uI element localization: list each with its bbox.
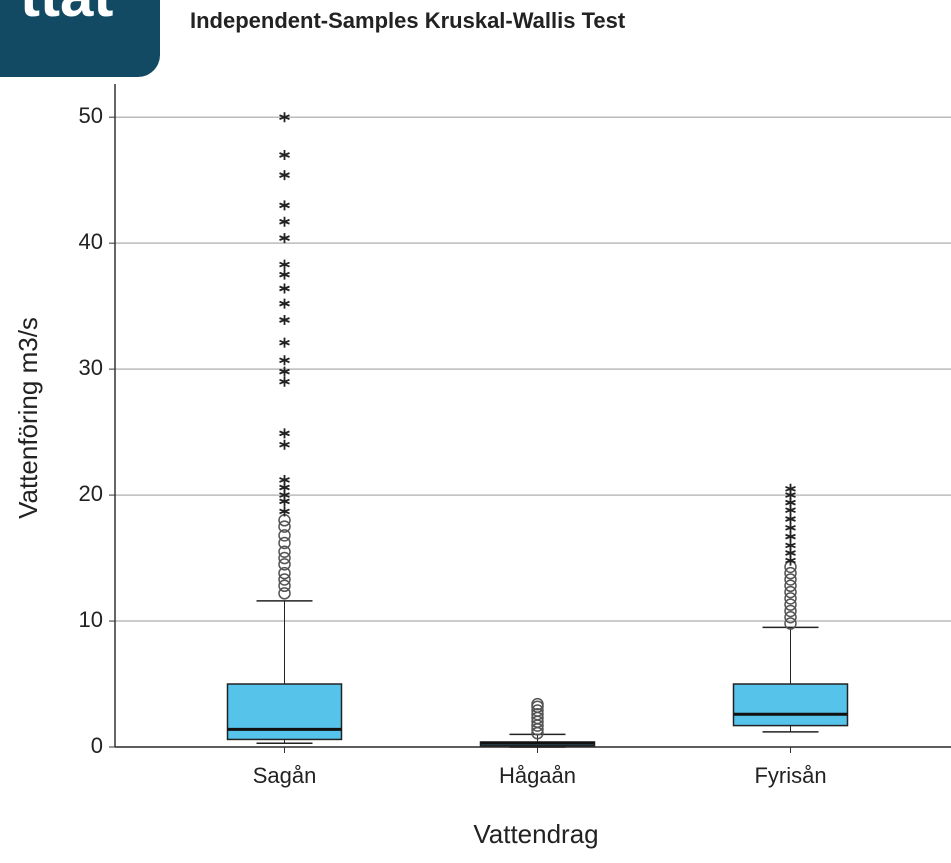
outlier-circle [278, 520, 291, 533]
outlier-star [785, 540, 796, 551]
outlier-star [279, 337, 290, 348]
outlier-star [279, 269, 290, 280]
outlier-star [785, 522, 796, 533]
outlier-star [279, 314, 290, 325]
outlier-star [279, 200, 290, 211]
box [226, 683, 343, 741]
outlier-circle [784, 585, 797, 599]
box [732, 683, 849, 727]
outlier-star [279, 355, 290, 366]
outlier-circle [278, 573, 291, 586]
outlier-circle [784, 566, 797, 580]
x-axis-label: Vattendrag [473, 819, 598, 849]
y-tick-label: 50 [79, 103, 103, 128]
outlier-star [785, 531, 796, 542]
y-tick-label: 0 [91, 733, 103, 758]
chart-title: Independent-Samples Kruskal-Wallis Test [190, 8, 626, 33]
outlier-circle [278, 536, 291, 550]
outlier-star [279, 439, 290, 450]
outlier-star [279, 474, 290, 485]
outlier-circle [278, 579, 291, 593]
outlier-circle [531, 697, 544, 711]
outlier-star [279, 428, 290, 439]
outlier-star [279, 149, 290, 160]
outlier-circle [784, 604, 797, 618]
badge-bg [0, 0, 160, 77]
outlier-circle [784, 592, 797, 605]
outlier-circle [784, 598, 797, 611]
outlier-circle [784, 579, 797, 593]
outlier-circle [278, 529, 291, 542]
outlier-circle [784, 617, 797, 630]
outlier-circle [531, 708, 544, 721]
outlier-circle [278, 551, 291, 565]
outlier-star [785, 483, 796, 494]
x-tick-label: Hågaån [499, 763, 576, 788]
outlier-circle [784, 573, 797, 586]
outlier-star [279, 170, 290, 181]
outlier-circle [784, 611, 797, 624]
outlier-circle [278, 587, 291, 600]
y-axis-label: Vattenföring m3/s [13, 317, 43, 519]
y-tick-label: 40 [79, 229, 103, 254]
x-tick-label: Sagån [253, 763, 317, 788]
x-tick-label: Fyrisån [754, 763, 826, 788]
outlier-star [279, 233, 290, 244]
outlier-star [279, 298, 290, 309]
badge-text: ttat [20, 0, 113, 29]
outlier-circle [278, 566, 291, 580]
outlier-star [279, 283, 290, 294]
outlier-star [785, 514, 796, 525]
outlier-circle [531, 704, 544, 717]
outlier-star [279, 216, 290, 227]
y-tick-label: 30 [79, 355, 103, 380]
outlier-star [279, 366, 290, 377]
outlier-circle [278, 545, 291, 559]
y-tick-label: 20 [79, 481, 103, 506]
outlier-circle [278, 558, 291, 571]
outlier-star [279, 376, 290, 387]
outlier-star [279, 506, 290, 517]
outlier-star [279, 259, 290, 270]
outlier-star [279, 112, 290, 123]
y-tick-label: 10 [79, 607, 103, 632]
